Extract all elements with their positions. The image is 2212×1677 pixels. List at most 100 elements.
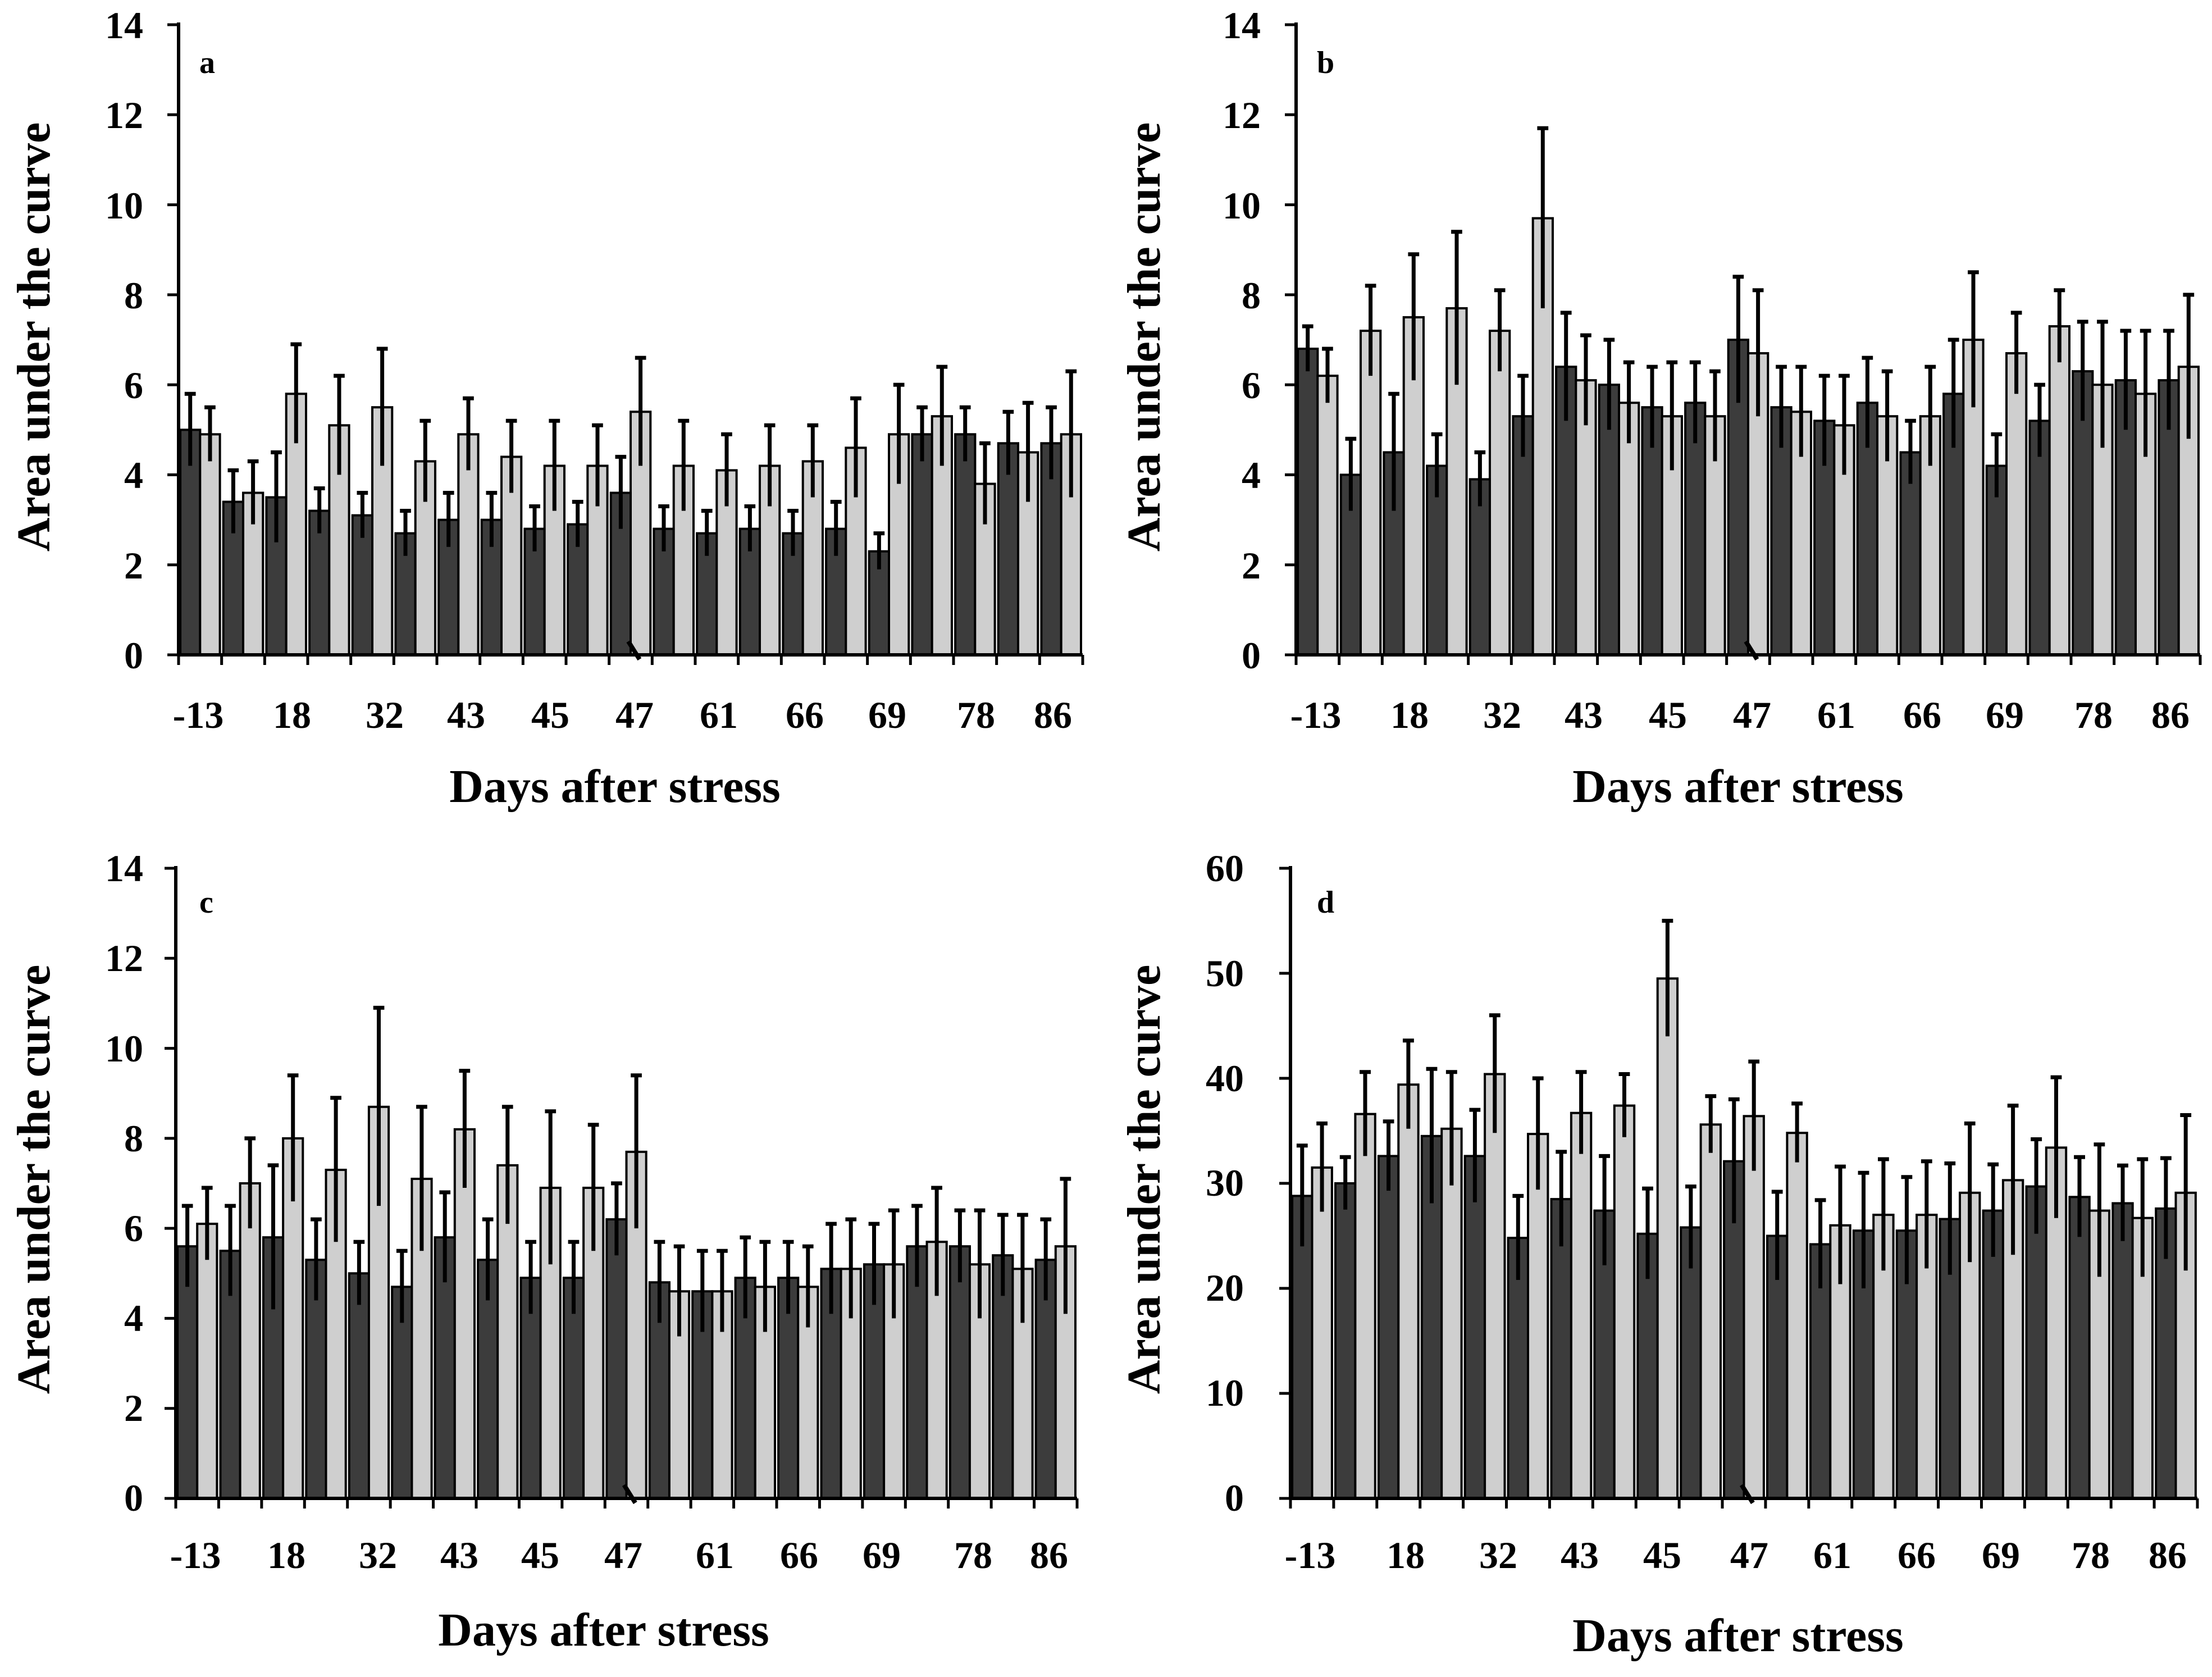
- y-tick-label: 12: [105, 94, 143, 136]
- bar-d-s2-10: [1699, 1123, 1722, 1500]
- bar-d-s2-7: [1570, 1111, 1593, 1500]
- panel-d-y-ticks: 0 10 20 30 40 50 60: [1206, 847, 1244, 1519]
- panel-a-x-ticks: -13 18 32 43 45 47 61 66 69 78 86: [173, 694, 1072, 736]
- panel-a-xlabel: Days after stress: [449, 760, 780, 813]
- panel-c-y-ticks: 0 2 4 6 8 10 12 14: [105, 847, 143, 1519]
- bar-b-s2-1: [1316, 375, 1339, 656]
- y-tick-label: 14: [1223, 4, 1261, 47]
- bar-d-s1-19: [2068, 1196, 2091, 1500]
- panel-a-ylabel: Area under the curve: [8, 122, 60, 552]
- x-tick-label: 78: [2074, 694, 2113, 736]
- x-tick-label: 78: [2072, 1534, 2110, 1576]
- panel-b: Area under the curve b 0 2 4 6 8 10 12 1…: [1118, 4, 2190, 813]
- x-tick-label: 86: [1030, 1534, 1068, 1576]
- y-tick-label: 10: [105, 184, 143, 227]
- x-tick-label: -13: [170, 1534, 221, 1576]
- y-tick-label: 6: [124, 364, 143, 407]
- x-tick-label: 61: [700, 694, 738, 736]
- x-tick-label: -13: [1285, 1534, 1336, 1576]
- y-tick-label: 4: [124, 1297, 143, 1339]
- x-tick-label: 66: [780, 1534, 818, 1576]
- panel-a-plot: [167, 22, 1084, 665]
- x-tick-label: 47: [1733, 694, 1771, 736]
- x-tick-label: 61: [696, 1534, 734, 1576]
- x-tick-label: 61: [1817, 694, 1855, 736]
- y-tick-label: 12: [105, 937, 143, 979]
- bar-c-s1-5: [348, 1272, 370, 1500]
- y-tick-label: 0: [1242, 634, 1261, 677]
- bar-b-s1-1: [1297, 348, 1319, 656]
- y-tick-label: 10: [1223, 184, 1261, 227]
- x-tick-label: 18: [1390, 694, 1429, 736]
- panel-d-xlabel: Days after stress: [1572, 1610, 1903, 1662]
- bars-layer: [165, 22, 2202, 1509]
- axis-break-mark: [1744, 640, 1759, 661]
- x-tick-label: 66: [1898, 1534, 1936, 1576]
- panel-a: Area under the curve a 0 2 4 6 8 10 12 1…: [8, 4, 1072, 813]
- y-tick-label: 30: [1206, 1161, 1244, 1204]
- bar-a-s1-19: [954, 433, 977, 656]
- x-tick-label: 47: [1730, 1534, 1768, 1576]
- x-tick-label: 69: [863, 1534, 901, 1576]
- bar-d-s1-7: [1550, 1198, 1572, 1500]
- x-tick-label: 43: [1565, 694, 1603, 736]
- y-tick-label: 14: [105, 4, 143, 47]
- x-tick-label: 45: [1643, 1534, 1681, 1576]
- bar-b-s2-18: [2048, 325, 2070, 656]
- axis-break-mark: [626, 640, 642, 661]
- x-tick-label: 61: [1813, 1534, 1851, 1576]
- x-tick-label: 32: [366, 694, 404, 736]
- x-tick-label: -13: [1290, 694, 1342, 736]
- bar-d-s2-8: [1613, 1104, 1636, 1500]
- panel-c-plot: [165, 866, 1079, 1509]
- x-tick-label: 18: [267, 1534, 305, 1576]
- panel-c-letter: c: [199, 885, 213, 920]
- x-tick-label: 69: [868, 694, 906, 736]
- x-tick-label: 78: [954, 1534, 992, 1576]
- panel-a-letter: a: [199, 45, 215, 80]
- panel-a-y-ticks: 0 2 4 6 8 10 12 14: [105, 4, 143, 677]
- panel-c-ylabel: Area under the curve: [8, 965, 60, 1394]
- x-tick-label: 43: [440, 1534, 478, 1576]
- x-tick-label: 43: [447, 694, 485, 736]
- x-tick-label: 69: [1986, 694, 2024, 736]
- bar-d-s2-9: [1656, 977, 1679, 1500]
- panel-b-letter: b: [1317, 45, 1334, 80]
- bar-d-s2-6: [1527, 1133, 1549, 1500]
- y-tick-label: 0: [124, 634, 143, 677]
- panel-d: Area under the curve d 0 10 20 30 40 50 …: [1118, 847, 2187, 1662]
- y-tick-label: 10: [1206, 1371, 1244, 1414]
- bar-d-s1-6: [1507, 1237, 1530, 1500]
- x-tick-label: 86: [1034, 694, 1072, 736]
- y-tick-label: 60: [1206, 847, 1244, 890]
- bar-d-s1-5: [1463, 1155, 1486, 1500]
- panel-b-plot: [1285, 22, 2202, 665]
- y-tick-label: 4: [124, 454, 143, 496]
- bar-d-s1-3: [1377, 1155, 1400, 1500]
- x-tick-label: 45: [531, 694, 569, 736]
- x-tick-label: 18: [273, 694, 311, 736]
- bar-d-s2-11: [1743, 1115, 1765, 1500]
- x-tick-label: 32: [1483, 694, 1521, 736]
- x-tick-label: 66: [786, 694, 824, 736]
- x-tick-label: 47: [615, 694, 654, 736]
- y-tick-label: 4: [1242, 454, 1261, 496]
- y-tick-label: 2: [124, 1387, 143, 1429]
- x-tick-label: 45: [521, 1534, 559, 1576]
- panel-c-xlabel: Days after stress: [438, 1604, 769, 1656]
- bar-d-s2-5: [1484, 1073, 1506, 1500]
- panel-d-ylabel: Area under the curve: [1118, 965, 1170, 1394]
- bar-c-s2-7: [453, 1128, 476, 1500]
- x-tick-label: 18: [1387, 1534, 1425, 1576]
- x-tick-label: 47: [604, 1534, 642, 1576]
- bar-a-s2-1: [199, 433, 221, 656]
- bar-b-s2-17: [2005, 352, 2028, 656]
- y-tick-label: 10: [105, 1027, 143, 1070]
- y-tick-label: 50: [1206, 952, 1244, 995]
- panel-b-xlabel: Days after stress: [1572, 760, 1903, 813]
- bar-d-s1-2: [1334, 1182, 1357, 1500]
- y-tick-label: 12: [1223, 94, 1261, 136]
- bar-d-s2-1: [1311, 1166, 1333, 1500]
- y-tick-label: 40: [1206, 1057, 1244, 1100]
